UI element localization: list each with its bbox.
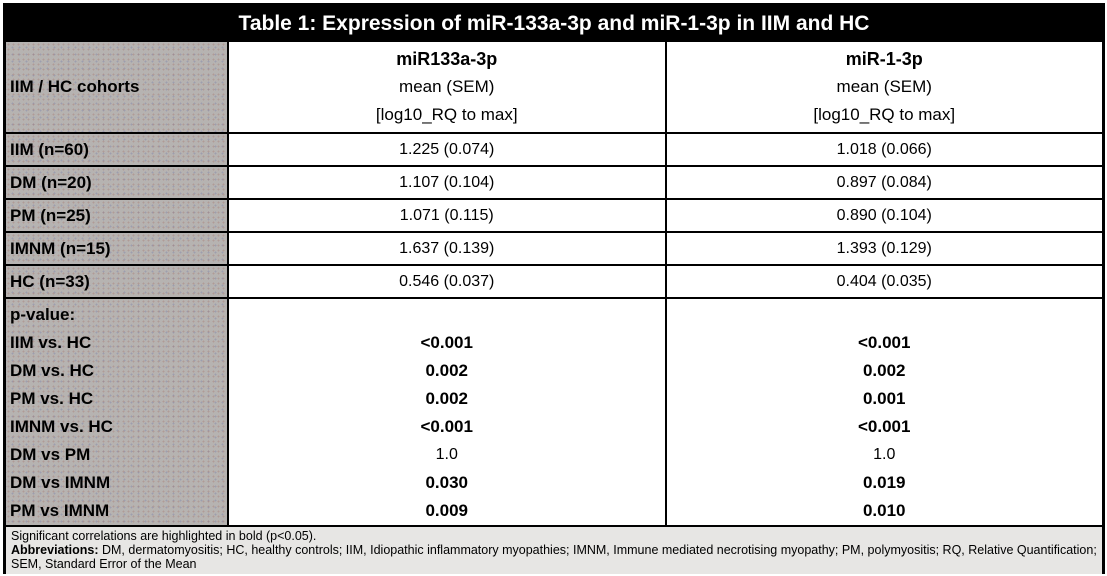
column-title-mir1: miR-1-3p (845, 49, 923, 69)
abbreviations-label: Abbreviations: (11, 543, 99, 557)
value-mir133a: 1.637 (0.139) (229, 233, 667, 264)
row-label: IMNM (n=15) (6, 233, 229, 264)
pvalue: 0.002 (862, 361, 906, 380)
row-label: HC (n=33) (6, 266, 229, 297)
pvalue-spacer (667, 301, 1103, 329)
comparison-label: DM vs PM (10, 445, 91, 464)
pvalue: 0.030 (425, 473, 469, 492)
column-subtitle-mir133a: mean (SEM) (399, 77, 495, 96)
comparison-label: PM vs. HC (10, 389, 94, 408)
table-title: Table 1: Expression of miR-133a-3p and m… (6, 6, 1102, 42)
pvalue: <0.001 (858, 417, 911, 436)
table-row-imnm: IMNM (n=15) 1.637 (0.139) 1.393 (0.129) (6, 231, 1102, 264)
column-unit-mir133a: [log10_RQ to max] (375, 105, 518, 124)
comparison-label: IMNM vs. HC (10, 417, 113, 436)
table-row-hc: HC (n=33) 0.546 (0.037) 0.404 (0.035) (6, 264, 1102, 297)
comparison-label: DM vs IMNM (10, 473, 111, 492)
abbreviations-note: Abbreviations: DM, dermatomyositis; HC, … (11, 543, 1097, 571)
row-label: IIM (n=60) (6, 134, 229, 165)
header-col-mir133a: miR133a-3p mean (SEM) [log10_RQ to max] (229, 42, 667, 132)
pvalue: 0.002 (425, 389, 469, 408)
pvalue: 0.019 (862, 473, 906, 492)
column-subtitle-mir1: mean (SEM) (836, 77, 932, 96)
table-row-iim: IIM (n=60) 1.225 (0.074) 1.018 (0.066) (6, 132, 1102, 165)
table-row-pm: PM (n=25) 1.071 (0.115) 0.890 (0.104) (6, 198, 1102, 231)
pvalue: <0.001 (420, 333, 473, 352)
header-cohorts-label: IIM / HC cohorts (6, 42, 229, 132)
footnotes: Significant correlations are highlighted… (6, 525, 1102, 574)
abbreviations-text: DM, dermatomyositis; HC, healthy control… (11, 543, 1097, 571)
value-mir1: 1.018 (0.066) (666, 134, 1102, 165)
pvalue: <0.001 (858, 333, 911, 352)
value-mir1: 0.897 (0.084) (666, 167, 1102, 198)
pvalue: 0.009 (425, 501, 469, 520)
pvalue: <0.001 (420, 417, 473, 436)
pvalue-header: p-value: (10, 305, 76, 324)
pvalue-spacer (229, 301, 665, 329)
pvalue-col-mir1: <0.001 0.002 0.001 <0.001 1.0 0.019 0.01… (666, 299, 1103, 525)
comparison-label: IIM vs. HC (10, 333, 92, 352)
value-mir1: 0.890 (0.104) (666, 200, 1102, 231)
pvalue: 0.001 (862, 389, 906, 408)
value-mir133a: 1.225 (0.074) (229, 134, 667, 165)
value-mir1: 0.404 (0.035) (666, 266, 1102, 297)
header-col-mir1: miR-1-3p mean (SEM) [log10_RQ to max] (666, 42, 1102, 132)
pvalue-col-mir133a: <0.001 0.002 0.002 <0.001 1.0 0.030 0.00… (229, 299, 667, 525)
value-mir133a: 0.546 (0.037) (229, 266, 667, 297)
row-label: DM (n=20) (6, 167, 229, 198)
table-frame: Table 1: Expression of miR-133a-3p and m… (3, 3, 1105, 574)
value-mir133a: 1.071 (0.115) (229, 200, 667, 231)
header-row: IIM / HC cohorts miR133a-3p mean (SEM) [… (6, 42, 1102, 132)
significance-note: Significant correlations are highlighted… (11, 529, 317, 543)
pvalue: 1.0 (873, 446, 896, 463)
column-title-mir133a: miR133a-3p (396, 49, 498, 69)
table-row-dm: DM (n=20) 1.107 (0.104) 0.897 (0.084) (6, 165, 1102, 198)
comparison-label: DM vs. HC (10, 361, 95, 380)
pvalue-block: p-value: IIM vs. HC DM vs. HC PM vs. HC … (6, 297, 1102, 525)
pvalue: 0.010 (862, 501, 906, 520)
value-mir133a: 1.107 (0.104) (229, 167, 667, 198)
pvalue: 1.0 (435, 446, 458, 463)
pvalue: 0.002 (425, 361, 469, 380)
row-label: PM (n=25) (6, 200, 229, 231)
column-unit-mir1: [log10_RQ to max] (813, 105, 956, 124)
value-mir1: 1.393 (0.129) (666, 233, 1102, 264)
pvalue-labels: p-value: IIM vs. HC DM vs. HC PM vs. HC … (6, 299, 229, 525)
comparison-label: PM vs IMNM (10, 501, 110, 520)
